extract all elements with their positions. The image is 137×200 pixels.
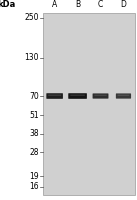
FancyBboxPatch shape bbox=[70, 95, 85, 96]
Text: 51: 51 bbox=[29, 111, 39, 120]
FancyBboxPatch shape bbox=[118, 95, 129, 96]
Text: 250: 250 bbox=[25, 13, 39, 22]
Text: 28: 28 bbox=[30, 148, 39, 157]
Text: 38: 38 bbox=[29, 129, 39, 138]
Text: 70: 70 bbox=[29, 92, 39, 101]
Bar bbox=[43, 13, 135, 195]
Text: 130: 130 bbox=[25, 53, 39, 62]
Text: D: D bbox=[121, 0, 126, 9]
Text: C: C bbox=[98, 0, 103, 9]
FancyBboxPatch shape bbox=[48, 95, 61, 96]
Text: 16: 16 bbox=[29, 182, 39, 191]
FancyBboxPatch shape bbox=[94, 95, 107, 96]
Text: B: B bbox=[75, 0, 80, 9]
FancyBboxPatch shape bbox=[46, 93, 63, 99]
Text: 19: 19 bbox=[29, 172, 39, 181]
FancyBboxPatch shape bbox=[93, 93, 109, 99]
Text: kDa: kDa bbox=[0, 0, 16, 9]
FancyBboxPatch shape bbox=[116, 93, 131, 99]
FancyBboxPatch shape bbox=[68, 93, 87, 99]
Text: A: A bbox=[52, 0, 57, 9]
